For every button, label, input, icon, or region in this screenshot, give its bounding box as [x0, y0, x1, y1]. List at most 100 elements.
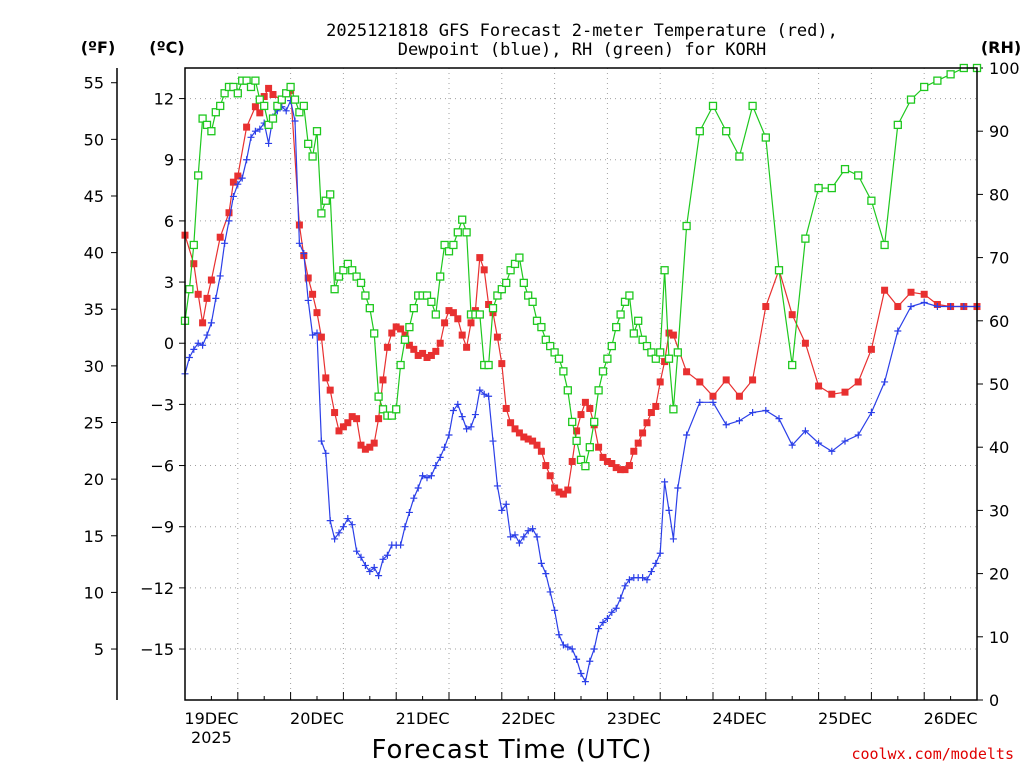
dewpoint-point [524, 527, 532, 535]
rh-point [647, 348, 656, 357]
x-axis-label: Forecast Time (UTC) [371, 735, 652, 765]
dewpoint-point [854, 431, 862, 439]
temperature-point [357, 441, 365, 449]
temperature-point [894, 303, 902, 311]
rh-point [682, 221, 691, 231]
rh-tick-label: 20 [989, 565, 1009, 584]
dewpoint-point [643, 576, 651, 584]
temperature-point [617, 466, 625, 474]
fahrenheit-tick-label: 50 [84, 130, 104, 149]
dewpoint-point [282, 107, 290, 115]
temperature-series [181, 84, 981, 498]
dewpoint-point [317, 437, 325, 445]
dewpoint-point [370, 563, 378, 571]
rh-point [422, 291, 432, 300]
dewpoint-point [559, 641, 567, 649]
temperature-point [379, 376, 387, 384]
dewpoint-point [449, 407, 457, 415]
dewpoint-point [573, 655, 581, 663]
rh-point [207, 127, 216, 136]
rh-point [462, 228, 471, 237]
rh-tick-label: 30 [989, 501, 1009, 520]
rh-point [502, 278, 511, 288]
rh-point [365, 304, 374, 313]
rh-point [251, 76, 260, 85]
dewpoint-point [590, 645, 598, 653]
temperature-point [643, 419, 651, 427]
rh-point [198, 114, 207, 123]
rh-point [669, 405, 678, 414]
temperature-point [920, 290, 928, 298]
temperature-point [559, 490, 567, 498]
rh-point [493, 291, 502, 300]
rh-point [598, 367, 608, 376]
dewpoint-point [309, 331, 317, 339]
rh-point [436, 272, 445, 281]
celsius-tick-label: −3 [150, 395, 174, 414]
temperature-point [432, 347, 440, 355]
rh-point [194, 171, 203, 180]
temperature-point [841, 388, 849, 396]
rh-tick-label: 10 [989, 628, 1009, 647]
rh-point [814, 183, 823, 193]
dewpoint-line [184, 98, 977, 684]
rh-tick-label: 70 [989, 249, 1009, 268]
dewpoint-point [881, 378, 889, 386]
dewpoint-point [828, 447, 836, 455]
temperature-point [661, 358, 669, 366]
dewpoint-point [867, 409, 875, 417]
temperature-point [269, 91, 277, 99]
temperature-point [419, 349, 427, 357]
rh-point [880, 240, 889, 250]
fahrenheit-tick-label: 35 [84, 300, 104, 319]
rh-point [440, 240, 449, 250]
chart-title-line-1: 2025121818 GFS Forecast 2-meter Temperat… [326, 21, 838, 41]
rh-point [317, 209, 326, 218]
dewpoint-point [348, 521, 356, 529]
dewpoint-point [529, 525, 537, 533]
rh-point [343, 259, 352, 269]
rh-point [554, 354, 564, 363]
temperature-point [480, 266, 488, 274]
rh-point [568, 417, 577, 427]
rh-point [774, 266, 784, 275]
fahrenheit-tick-label: 40 [84, 244, 104, 263]
temperature-point [326, 386, 334, 394]
time-tick-label: 24DEC [712, 709, 766, 728]
dewpoint-point [405, 508, 413, 516]
rh-point [576, 455, 586, 464]
temperature-point [581, 398, 589, 406]
rh-point [616, 310, 625, 319]
dewpoint-point [471, 411, 479, 419]
rh-point [524, 291, 533, 300]
temperature-point [441, 319, 449, 327]
dewpoint-point [661, 478, 669, 486]
time-tick-label: 21DEC [396, 709, 450, 728]
dewpoint-point [595, 625, 603, 633]
fahrenheit-tick-label: 5 [94, 640, 104, 659]
rh-point [189, 240, 198, 250]
rh-point [370, 329, 379, 338]
rh-point [387, 411, 396, 420]
rh-point [572, 436, 581, 446]
rh-point [216, 101, 225, 111]
celsius-tick-label: 6 [164, 212, 174, 231]
dewpoint-point [639, 574, 647, 582]
rh-point [321, 196, 330, 205]
time-tick-label: 26DEC [924, 709, 978, 728]
rh-point [528, 297, 537, 306]
dewpoint-point [762, 407, 770, 415]
temperature-point [881, 286, 889, 294]
temperature-point [647, 409, 655, 417]
temperature-point [533, 441, 541, 449]
dewpoint-point [542, 570, 550, 578]
dewpoint-point [608, 608, 616, 616]
dewpoint-point [775, 415, 783, 423]
temperature-point [586, 404, 594, 412]
temperature-point [392, 323, 400, 331]
temperature-point [546, 472, 554, 480]
dewpoint-point [665, 506, 673, 514]
dewpoint-point [339, 523, 347, 531]
